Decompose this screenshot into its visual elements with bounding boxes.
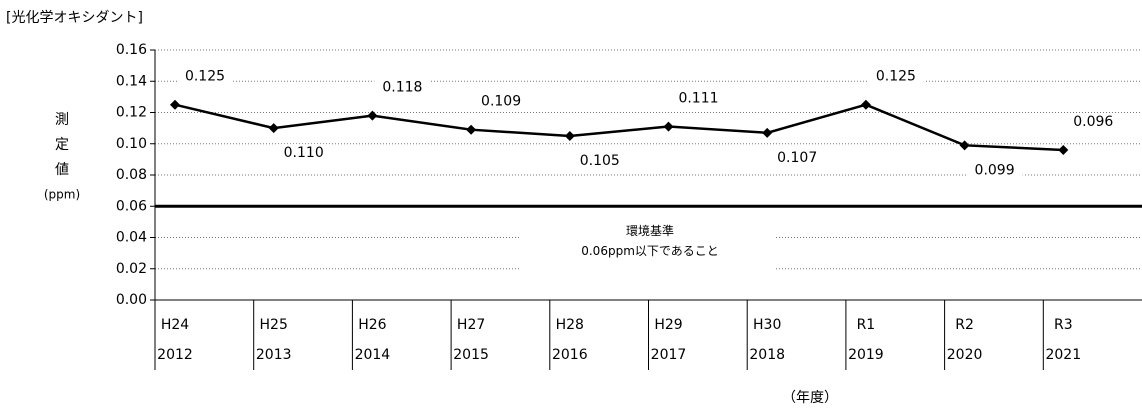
x-tick-label-year: 2017 [651,347,687,363]
x-tick-label-year: 2018 [749,347,785,363]
data-label: 0.109 [481,94,521,110]
y-tick-label: 0.10 [116,136,147,152]
data-point [564,130,575,141]
annotation-bg [520,216,775,277]
data-line [174,103,1064,152]
x-tick-label: H25 [260,317,288,333]
y-axis-label: (ppm) [44,188,80,202]
data-label: 0.099 [975,162,1015,178]
y-tick-label: 0.04 [116,230,147,246]
y-tick-label: 0.16 [116,42,147,58]
data-point [170,99,180,110]
x-tick-label: R1 [857,317,876,333]
data-point [663,121,674,132]
label-bg [275,144,332,163]
data-point [367,110,378,121]
label-bg [867,67,924,86]
x-tick-label-year: 2021 [1045,347,1081,363]
label-bg [571,151,628,170]
x-tick-label: H29 [654,317,682,333]
y-axis-label: 測 [55,112,69,128]
x-tick-label: H27 [457,317,485,333]
data-point [268,123,279,134]
chart-title: [光化学オキシダント] [6,10,143,26]
data-label: 0.118 [382,80,422,96]
y-tick-label: 0.14 [116,73,147,89]
label-bg [670,89,727,108]
x-tick-label-year: 2015 [453,347,489,363]
data-label: 0.105 [580,153,620,169]
reference-label: 環境基準 [626,223,674,238]
label-bg [473,92,530,111]
data-label: 0.125 [185,69,225,85]
data-point [1058,145,1069,155]
x-tick-label: H24 [161,317,189,333]
y-tick-label: 0.00 [116,292,147,308]
x-tick-label-year: 2019 [848,347,884,363]
y-tick-label: 0.02 [116,261,147,277]
label-bg [769,148,826,167]
x-tick-label: H30 [753,317,781,333]
label-bg [374,78,431,97]
reference-label: 0.06ppm以下であること [581,244,719,258]
data-label: 0.110 [284,145,324,161]
y-axis-label: 定 [55,137,69,153]
y-axis-label: 値 [55,162,69,178]
data-point [762,127,773,138]
data-label: 0.107 [777,150,817,166]
x-tick-label: R3 [1054,317,1073,333]
x-tick-label-year: 2020 [947,347,983,363]
x-tick-label-year: 2013 [256,347,292,363]
x-tick-label: R2 [955,317,974,333]
y-tick-label: 0.06 [116,198,147,214]
label-bg [1065,113,1122,131]
data-label: 0.111 [678,91,718,107]
x-axis-label: （年度） [782,390,838,406]
data-point [860,99,871,110]
x-tick-label: H26 [358,317,386,333]
label-bg [966,161,1023,180]
data-point [959,140,970,151]
x-tick-label: H28 [556,317,584,333]
data-point [466,124,477,135]
x-tick-label-year: 2014 [355,347,391,363]
data-label: 0.125 [876,69,916,85]
x-tick-label-year: 2016 [552,347,588,363]
x-tick-label-year: 2012 [157,347,193,363]
y-tick-label: 0.08 [116,167,147,183]
data-label: 0.096 [1073,114,1113,130]
label-bg [177,67,233,86]
y-tick-label: 0.12 [116,105,147,121]
